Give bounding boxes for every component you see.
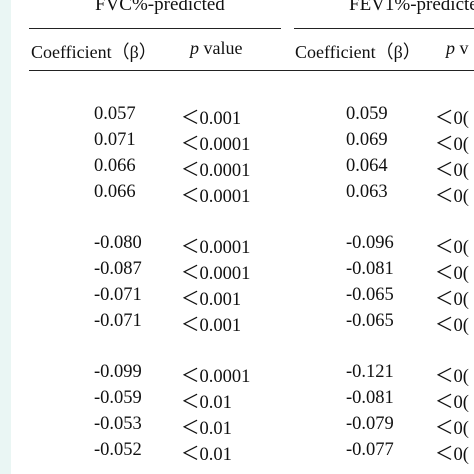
table-cell: -0.121	[346, 362, 394, 382]
group-header-fev1: FEV1%-predicte	[349, 0, 474, 15]
table-cell: ＜0.0001	[181, 367, 251, 387]
table-cell: ＜0.0001	[181, 135, 251, 155]
table-cell: -0.081	[346, 388, 394, 408]
col-header-p-value-fev1: p v	[446, 38, 469, 58]
table-cell: 0.069	[346, 130, 388, 150]
table-cell: ＜0(	[435, 419, 469, 439]
table-cell: ＜0(	[435, 290, 469, 310]
table-cell: -0.077	[346, 440, 394, 460]
table-cell: ＜0.0001	[181, 238, 251, 258]
table-cell: 0.066	[94, 156, 136, 176]
table-cell: -0.052	[94, 440, 142, 460]
table-cell: -0.071	[94, 311, 142, 331]
col-header-coefficient-fev1: Coefficient（β）	[295, 42, 421, 62]
table-cell: -0.053	[94, 414, 142, 434]
header-bottom-rule	[29, 70, 474, 71]
table-cell: 0.066	[94, 182, 136, 202]
table-cell: ＜0.01	[181, 445, 232, 465]
left-margin-strip	[0, 0, 11, 474]
table-cell: 0.071	[94, 130, 136, 150]
table-cell: ＜0(	[435, 161, 469, 181]
group-rule-fvc	[29, 28, 281, 29]
table-cell: ＜0.001	[181, 290, 242, 310]
col-header-p-value-fvc: p value	[190, 38, 243, 58]
table-cell: ＜0.0001	[181, 161, 251, 181]
table-cell: 0.063	[346, 182, 388, 202]
table-cell: 0.057	[94, 104, 136, 124]
table-cell: -0.099	[94, 362, 142, 382]
table-cell: 0.059	[346, 104, 388, 124]
table-cell: -0.087	[94, 259, 142, 279]
group-header-fvc: FVC%-predicted	[95, 0, 225, 15]
col-header-coefficient-fvc: Coefficient（β）	[31, 42, 157, 62]
table-cell: ＜0(	[435, 109, 469, 129]
table-cell: -0.059	[94, 388, 142, 408]
table-cell: ＜0.0001	[181, 187, 251, 207]
table-cell: ＜0(	[435, 445, 469, 465]
table-cell: ＜0(	[435, 393, 469, 413]
table-cell: ＜0.01	[181, 419, 232, 439]
table-cell: -0.096	[346, 233, 394, 253]
group-rule-fev1	[294, 28, 474, 29]
table-cell: ＜0.0001	[181, 264, 251, 284]
table-cell: ＜0(	[435, 316, 469, 336]
table-cell: ＜0(	[435, 238, 469, 258]
table-cell: -0.071	[94, 285, 142, 305]
table-cell: ＜0.001	[181, 316, 242, 336]
table-cell: ＜0.001	[181, 109, 242, 129]
table-cell: ＜0(	[435, 264, 469, 284]
table-cell: ＜0(	[435, 367, 469, 387]
table-cell: ＜0(	[435, 135, 469, 155]
regression-table: FVC%-predicted FEV1%-predicte Coefficien…	[11, 0, 474, 474]
table-cell: -0.081	[346, 259, 394, 279]
table-cell: -0.065	[346, 311, 394, 331]
table-cell: ＜0(	[435, 187, 469, 207]
table-cell: 0.064	[346, 156, 388, 176]
table-cell: -0.080	[94, 233, 142, 253]
table-cell: -0.065	[346, 285, 394, 305]
table-cell: ＜0.01	[181, 393, 232, 413]
table-cell: -0.079	[346, 414, 394, 434]
